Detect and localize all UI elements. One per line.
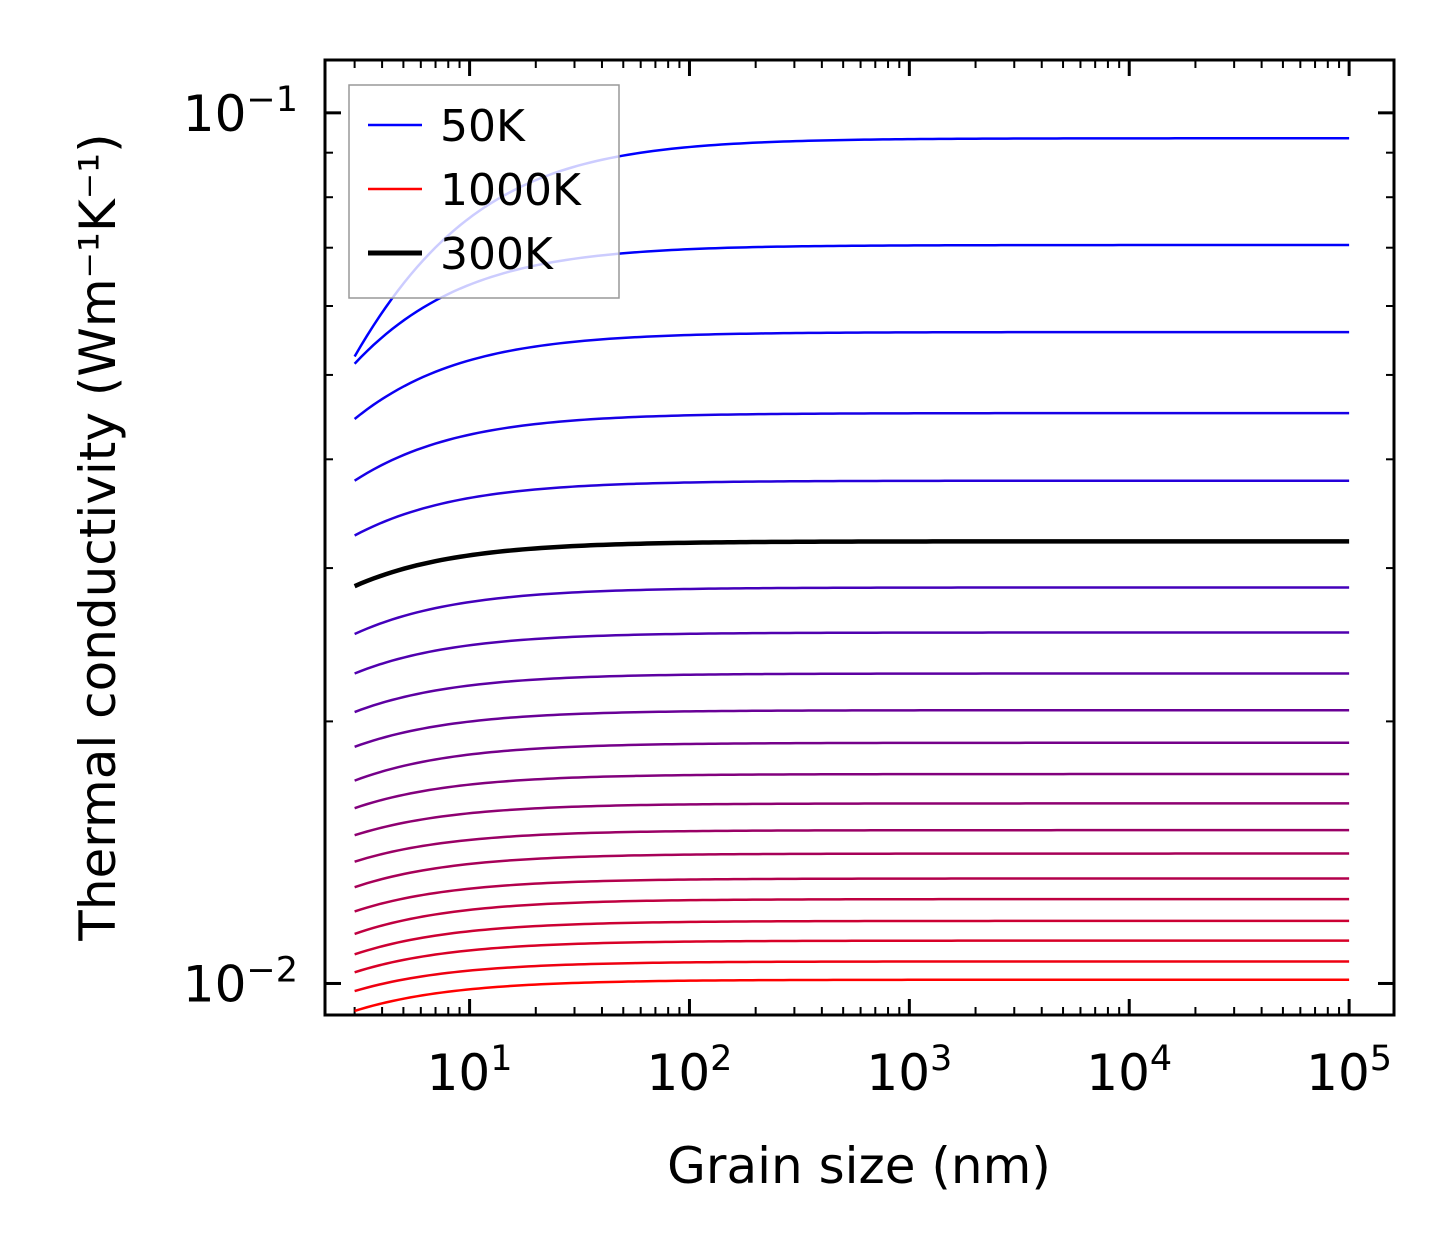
series-line-t8 <box>354 631 1350 675</box>
x-tick-label: 102 <box>647 1039 733 1102</box>
y-tick-label: 10−2 <box>183 950 298 1013</box>
series-line-t21 <box>354 978 1350 1013</box>
series-line-t15 <box>354 852 1350 889</box>
legend: 50K 1000K 300K <box>348 84 620 299</box>
x-tick-label: 103 <box>866 1039 952 1102</box>
series-line-t14 <box>354 828 1350 863</box>
series-line-t12 <box>354 772 1350 810</box>
x-tick-label: 105 <box>1306 1039 1392 1102</box>
series-line-t3 <box>353 330 1350 420</box>
series-line-300k <box>353 539 1350 589</box>
series-line-t4 <box>353 411 1350 482</box>
series-line-t9 <box>354 672 1350 714</box>
legend-label-50k: 50K <box>440 101 526 152</box>
y-tick-labels: 10−2 10−1 <box>183 80 298 1014</box>
series-line-t16 <box>354 877 1350 913</box>
plot-frame <box>323 58 1396 1017</box>
series-line-t10 <box>354 708 1350 748</box>
series-layer <box>353 137 1350 1013</box>
series-line-t7 <box>354 586 1350 636</box>
series-line-t5 <box>354 479 1350 537</box>
legend-label-1000k: 1000K <box>440 165 582 216</box>
major-ticks <box>325 60 1394 1015</box>
y-axis-label: Thermal conductivity (Wm⁻¹K⁻¹) <box>69 133 127 941</box>
legend-box <box>348 84 620 299</box>
x-axis-label: Grain size (nm) <box>667 1137 1051 1195</box>
series-line-t19 <box>354 939 1350 974</box>
legend-label-300k: 300K <box>440 229 554 280</box>
x-tick-label: 101 <box>427 1039 513 1102</box>
series-line-t18 <box>354 919 1350 956</box>
x-tick-labels: 101 102 103 104 105 <box>427 1039 1392 1102</box>
series-line-t17 <box>354 897 1350 936</box>
x-tick-label: 104 <box>1086 1039 1172 1102</box>
series-line-t20 <box>354 960 1350 993</box>
y-tick-label: 10−1 <box>183 80 298 143</box>
series-line-t13 <box>354 802 1350 837</box>
series-line-t11 <box>354 741 1350 782</box>
